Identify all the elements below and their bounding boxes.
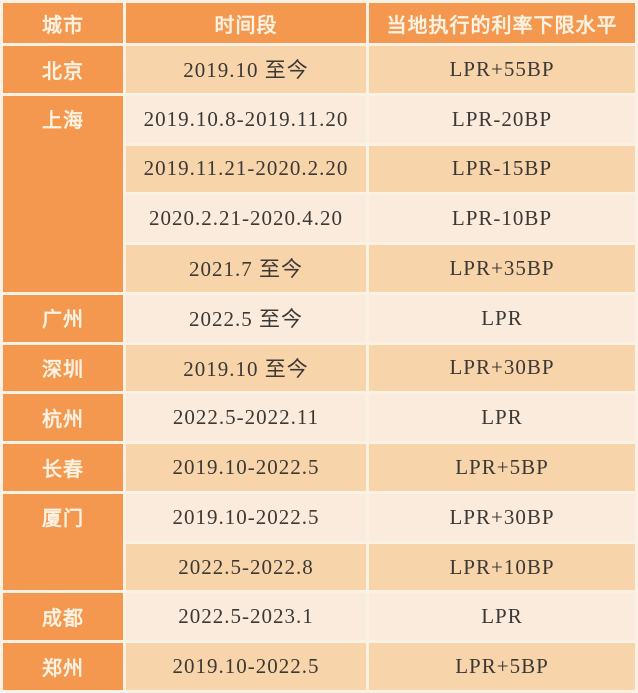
table-row: 厦门 2019.10-2022.5 LPR+30BP: [3, 493, 635, 591]
city-label: 厦门: [42, 508, 84, 531]
period-cell: 2022.5-2022.8: [126, 543, 366, 591]
period-cell: 2022.5-2022.11: [126, 394, 366, 442]
city-cell: 上海: [3, 95, 123, 292]
city-cell: 杭州: [3, 394, 123, 442]
table-row: 杭州 2022.5-2022.11 LPR: [3, 394, 635, 442]
period-cell: 2020.2.21-2020.4.20: [126, 195, 366, 243]
rate-cell: LPR: [369, 394, 635, 442]
rate-cell: LPR: [369, 294, 635, 342]
city-label: 广州: [42, 309, 84, 332]
rate-cell: LPR-10BP: [369, 195, 635, 243]
table-row: 2019.11.21-2020.2.20 LPR-15BP: [3, 145, 635, 193]
city-cell: 厦门: [3, 493, 123, 591]
rate-cell: LPR+10BP: [369, 543, 635, 591]
table-row: 长春 2019.10-2022.5 LPR+5BP: [3, 444, 635, 491]
city-cell: 成都: [3, 593, 123, 641]
table-row: 北京 2019.10 至今 LPR+55BP: [3, 46, 635, 93]
rate-cell: LPR+30BP: [369, 344, 635, 392]
period-cell: 2022.5 至今: [126, 294, 366, 342]
city-label: 长春: [42, 458, 84, 481]
rate-cell: LPR+5BP: [369, 643, 635, 690]
period-cell: 2021.7 至今: [126, 245, 366, 292]
period-cell: 2019.11.21-2020.2.20: [126, 145, 366, 193]
table-row: 2022.5-2022.8 LPR+10BP: [3, 543, 635, 591]
city-label: 郑州: [42, 657, 84, 680]
header-row: 城市 时间段 当地执行的利率下限水平: [3, 3, 635, 43]
rate-cell: LPR+55BP: [369, 46, 635, 93]
rate-cell: LPR+30BP: [369, 493, 635, 541]
rate-cell: LPR-15BP: [369, 145, 635, 193]
period-cell: 2019.10-2022.5: [126, 643, 366, 690]
city-cell: 长春: [3, 444, 123, 491]
column-header-rate: 当地执行的利率下限水平: [369, 3, 635, 43]
period-cell: 2019.10-2022.5: [126, 444, 366, 491]
city-label: 上海: [42, 110, 84, 133]
table-row: 郑州 2019.10-2022.5 LPR+5BP: [3, 643, 635, 690]
table-row: 广州 2022.5 至今 LPR: [3, 294, 635, 342]
period-cell: 2019.10 至今: [126, 344, 366, 392]
city-label: 深圳: [42, 359, 84, 382]
rate-cell: LPR: [369, 593, 635, 641]
rate-cell: LPR+5BP: [369, 444, 635, 491]
table-row: 2021.7 至今 LPR+35BP: [3, 245, 635, 292]
city-cell: 北京: [3, 46, 123, 93]
city-cell: 深圳: [3, 344, 123, 392]
column-header-city: 城市: [3, 3, 123, 43]
table-row: 深圳 2019.10 至今 LPR+30BP: [3, 344, 635, 392]
rate-cell: LPR+35BP: [369, 245, 635, 292]
table-body: 北京 2019.10 至今 LPR+55BP 上海 2019.10.8-2019.11.…: [3, 46, 635, 690]
city-label: 杭州: [42, 408, 84, 431]
table-row: 上海 2019.10.8-2019.11.20 LPR-20BP: [3, 95, 635, 292]
period-cell: 2022.5-2023.1: [126, 593, 366, 641]
period-cell: 2019.10.8-2019.11.20: [126, 95, 366, 143]
column-header-period: 时间段: [126, 3, 366, 43]
city-label: 北京: [42, 60, 84, 83]
table-row: 2020.2.21-2020.4.20 LPR-10BP: [3, 195, 635, 243]
city-cell: 郑州: [3, 643, 123, 690]
period-cell: 2019.10 至今: [126, 46, 366, 93]
table-row: 成都 2022.5-2023.1 LPR: [3, 593, 635, 641]
period-cell: 2019.10-2022.5: [126, 493, 366, 541]
city-cell: 广州: [3, 294, 123, 342]
city-label: 成都: [42, 607, 84, 630]
rate-cell: LPR-20BP: [369, 95, 635, 143]
